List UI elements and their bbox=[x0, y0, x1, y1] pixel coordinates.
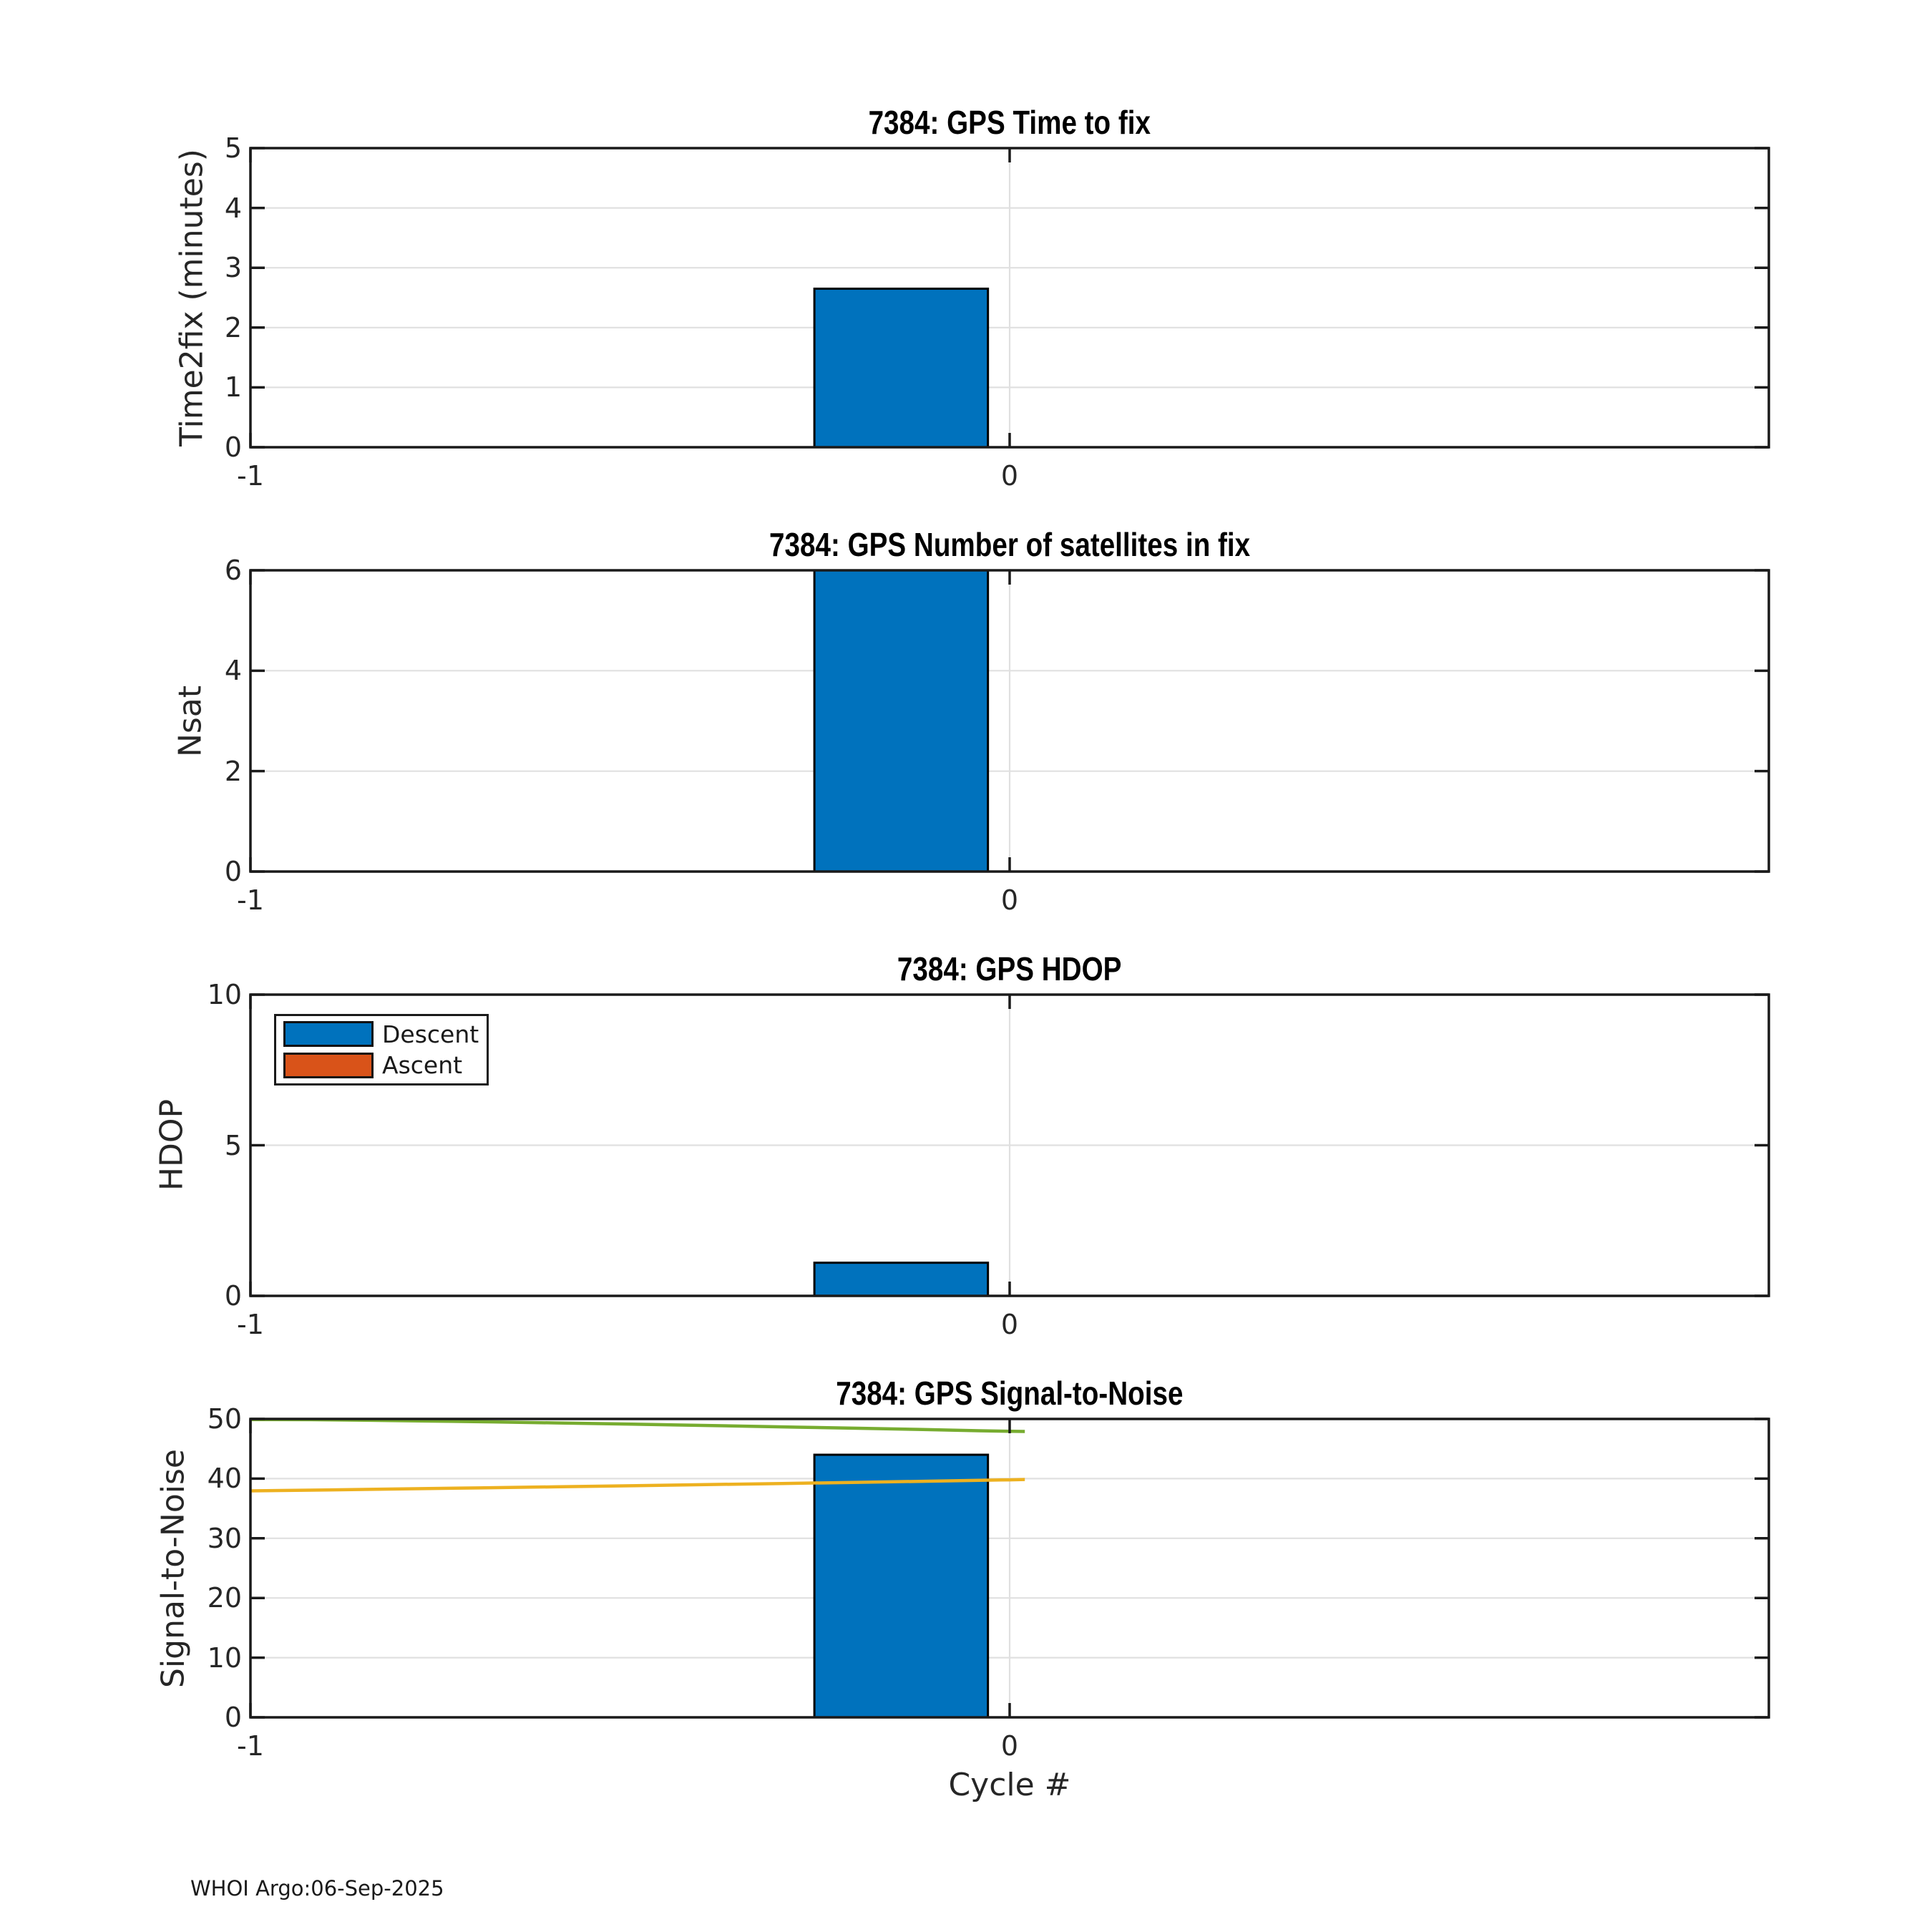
footer-credit: WHOI Argo:06-Sep-2025 bbox=[190, 1876, 444, 1901]
axes-box bbox=[249, 147, 1770, 449]
ascent-swatch-icon bbox=[283, 1052, 374, 1078]
subplot4-title: 7384: GPS Signal-to-Noise bbox=[836, 1375, 1184, 1412]
descent-bar bbox=[813, 287, 990, 449]
x-tick-label: -1 bbox=[237, 1730, 264, 1762]
snr-upper-line bbox=[250, 1418, 1025, 1433]
descent-bar bbox=[813, 1453, 990, 1719]
x-tick-label: 0 bbox=[1000, 1309, 1019, 1340]
y-tick-label: 5 bbox=[224, 132, 242, 164]
legend-entry-descent: Descent bbox=[276, 1020, 487, 1048]
x-tick-label: 0 bbox=[1000, 1730, 1019, 1762]
x-tick-label: -1 bbox=[237, 884, 264, 916]
x-tick-label: 0 bbox=[1000, 460, 1019, 492]
y-tick-label: 0 bbox=[224, 431, 242, 463]
y-tick-label: 10 bbox=[207, 979, 242, 1010]
legend: Descent Ascent bbox=[274, 1014, 489, 1085]
axes-box bbox=[249, 1418, 1770, 1719]
legend-label-descent: Descent bbox=[382, 1020, 479, 1048]
y-tick-label: 4 bbox=[224, 192, 242, 224]
snr-lower-line bbox=[250, 1478, 1025, 1493]
y-tick-label: 5 bbox=[224, 1129, 242, 1161]
y-tick-label: 2 bbox=[224, 311, 242, 343]
descent-bar bbox=[813, 1262, 990, 1297]
x-tick-label: -1 bbox=[237, 1309, 264, 1340]
axes-box bbox=[249, 993, 1770, 1297]
y-tick-label: 6 bbox=[224, 555, 242, 586]
y-tick-label: 0 bbox=[224, 1702, 242, 1733]
subplot2-title: 7384: GPS Number of satellites in fix bbox=[769, 526, 1251, 563]
axes-box bbox=[249, 569, 1770, 873]
subplot3-title: 7384: GPS HDOP bbox=[897, 950, 1122, 987]
y-tick-label: 3 bbox=[224, 252, 242, 284]
y-tick-label: 1 bbox=[224, 371, 242, 404]
y-tick-label: 10 bbox=[207, 1641, 242, 1674]
y-tick-label: 20 bbox=[207, 1582, 242, 1614]
y-tick-label: 50 bbox=[207, 1403, 242, 1435]
subplot2-ylabel: Nsat bbox=[172, 685, 209, 758]
legend-entry-ascent: Ascent bbox=[276, 1051, 487, 1080]
descent-swatch-icon bbox=[283, 1021, 374, 1048]
descent-bar bbox=[813, 569, 990, 873]
y-tick-label: 30 bbox=[207, 1522, 242, 1554]
y-tick-label: 2 bbox=[224, 755, 242, 787]
x-axis-label: Cycle # bbox=[948, 1767, 1071, 1803]
y-tick-label: 0 bbox=[224, 1280, 242, 1312]
y-tick-label: 0 bbox=[224, 856, 242, 887]
x-tick-label: 0 bbox=[1000, 884, 1019, 916]
subplot1-title: 7384: GPS Time to fix bbox=[868, 104, 1151, 141]
legend-label-ascent: Ascent bbox=[382, 1051, 463, 1080]
x-tick-label: -1 bbox=[237, 460, 264, 492]
y-tick-label: 4 bbox=[224, 655, 242, 687]
y-tick-label: 40 bbox=[207, 1463, 242, 1495]
